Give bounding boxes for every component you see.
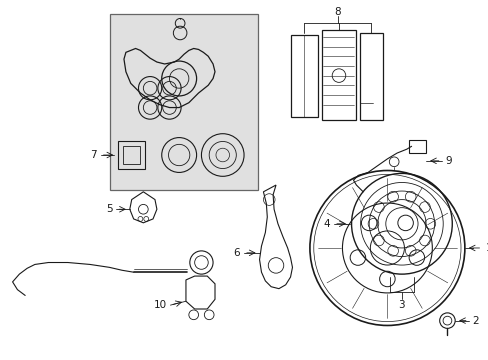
Text: 4: 4 [323,219,329,229]
Bar [123,146,140,164]
Bar [408,140,425,153]
Bar [110,14,257,190]
Text: 8: 8 [334,7,341,17]
Text: 9: 9 [445,156,451,166]
Text: 3: 3 [398,300,405,310]
Text: 5: 5 [105,204,112,214]
Text: 6: 6 [233,248,240,258]
Text: 7: 7 [90,150,97,160]
Text: 2: 2 [472,316,478,325]
Text: 10: 10 [153,300,166,310]
Text: 1: 1 [485,243,488,253]
Bar [118,141,145,168]
